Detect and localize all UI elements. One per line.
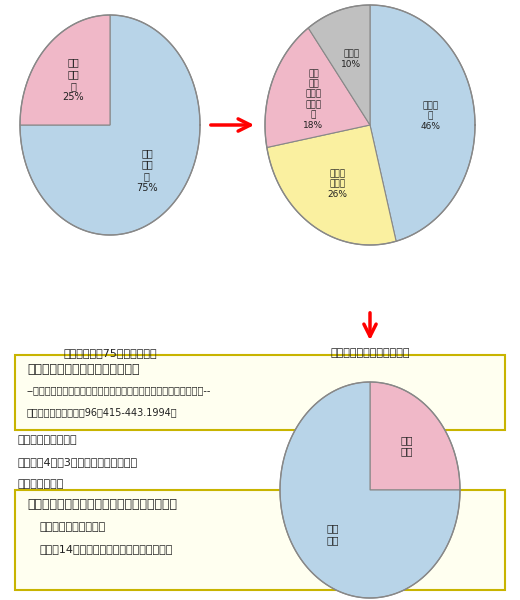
Polygon shape: [265, 28, 370, 148]
Text: うつ患者は急増中。: うつ患者は急増中。: [18, 435, 77, 445]
Text: 飛鳥井望（精神神経誌96：415-443.1994）: 飛鳥井望（精神神経誌96：415-443.1994）: [27, 407, 178, 417]
Text: 受診
あり: 受診 あり: [401, 435, 413, 457]
Text: アル
コー
ル・薬
物依存
等
18%: アル コー ル・薬 物依存 等 18%: [303, 69, 323, 130]
Text: 自殺の危険因子としての精神障害: 自殺の危険因子としての精神障害: [27, 363, 139, 376]
Polygon shape: [20, 15, 110, 125]
Text: うつ病
等
46%: うつ病 等 46%: [420, 101, 440, 131]
Text: その他
10%: その他 10%: [341, 49, 361, 68]
Text: 精神
障害
有
75%: 精神 障害 有 75%: [136, 148, 158, 193]
Text: 心の健康問題と対策基盤の実態に関する研究: 心の健康問題と対策基盤の実態に関する研究: [27, 498, 177, 511]
Text: 受診
なし: 受診 なし: [327, 523, 340, 545]
Polygon shape: [370, 382, 460, 490]
Text: 統合失
調症等
26%: 統合失 調症等 26%: [328, 169, 347, 199]
Text: 精神
障害
無
25%: 精神 障害 無 25%: [62, 58, 84, 102]
Bar: [15, 355, 505, 430]
Polygon shape: [308, 5, 370, 125]
Text: しかし、4人に3人は医療機関で治療を: しかし、4人に3人は医療機関で治療を: [18, 457, 138, 467]
Polygon shape: [20, 15, 200, 235]
Text: --生命的危険性の高い企図手段をもちた自殺失敗者の診断学的検討--: --生命的危険性の高い企図手段をもちた自殺失敗者の診断学的検討--: [27, 385, 211, 395]
Text: 自殺企図者の75％に精神障害: 自殺企図者の75％に精神障害: [63, 348, 157, 358]
Polygon shape: [280, 382, 460, 598]
Polygon shape: [267, 125, 396, 245]
Text: 精神障害の半数がうつ病等: 精神障害の半数がうつ病等: [330, 348, 410, 358]
Text: 受けていない。: 受けていない。: [18, 479, 64, 489]
Polygon shape: [370, 5, 475, 241]
Bar: [15, 490, 505, 590]
Text: （平成14年度厚生労働科学特別研究事業）: （平成14年度厚生労働科学特別研究事業）: [40, 544, 173, 554]
Text: 主任研究者　川上憲人: 主任研究者 川上憲人: [40, 522, 106, 532]
